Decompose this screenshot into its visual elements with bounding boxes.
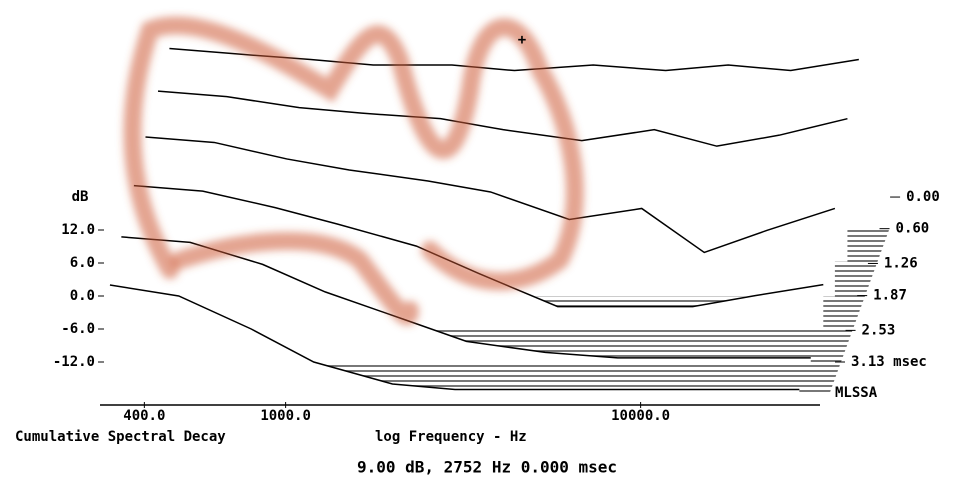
z-tick-label: 3.13 msec xyxy=(851,354,927,370)
cursor-readout: 9.00 dB, 2752 Hz 0.000 msec xyxy=(357,458,617,477)
chart-title: Cumulative Spectral Decay xyxy=(15,429,226,445)
x-tick-label: 10000.0 xyxy=(611,408,670,424)
y-tick-label: -6.0 xyxy=(61,321,95,337)
z-tick-label: 1.87 xyxy=(873,288,907,304)
slice-line xyxy=(109,284,800,391)
slice-line xyxy=(121,236,811,359)
highlight xyxy=(123,16,584,326)
y-tick-label: 12.0 xyxy=(61,222,95,238)
y-tick-label: 6.0 xyxy=(70,255,95,271)
y-tick-label: -12.0 xyxy=(53,354,95,370)
y-axis-label: dB xyxy=(72,189,89,205)
slice-line xyxy=(157,90,848,147)
y-tick-label: 0.0 xyxy=(70,288,95,304)
x-tick-label: 1000.0 xyxy=(260,408,311,424)
z-tick-label: 0.00 xyxy=(906,189,940,205)
slices xyxy=(109,47,859,395)
x-axis-label: log Frequency - Hz xyxy=(375,429,527,445)
z-tick-label: 1.26 xyxy=(884,255,918,271)
z-tick-label: 0.60 xyxy=(896,221,930,237)
x-tick-label: 400.0 xyxy=(123,408,165,424)
cursor: + xyxy=(518,32,526,48)
z-tick-label: 2.53 xyxy=(862,322,896,338)
slice-fill xyxy=(109,285,800,395)
brand: MLSSA xyxy=(835,385,878,401)
slice-fill xyxy=(121,236,811,364)
slice-line xyxy=(145,136,836,254)
